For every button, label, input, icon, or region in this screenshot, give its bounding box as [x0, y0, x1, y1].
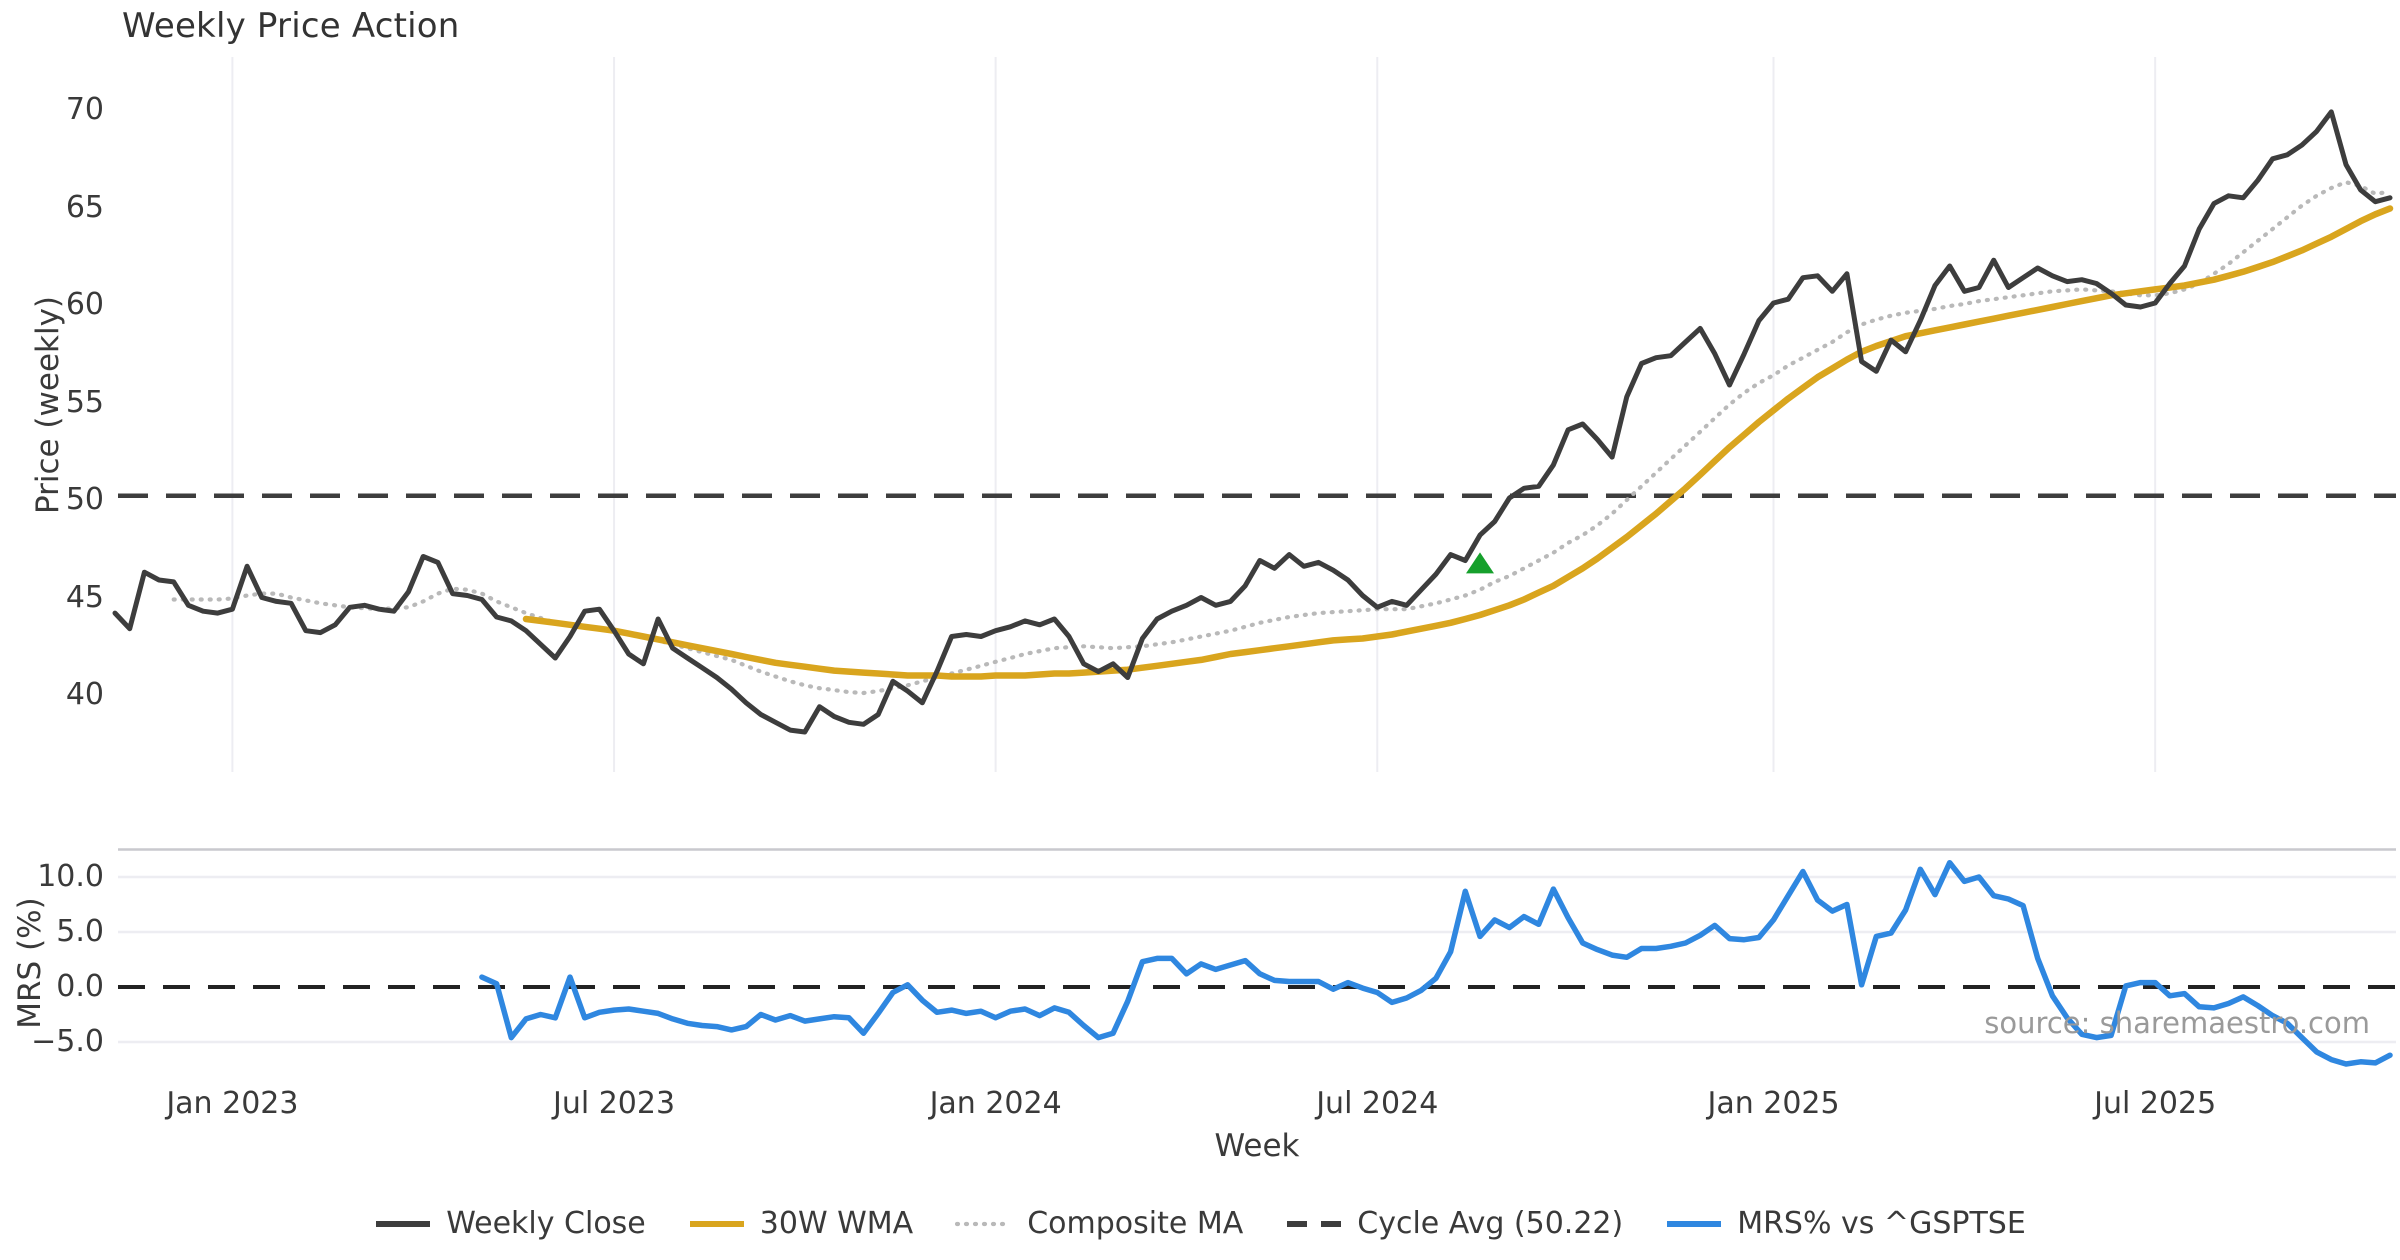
x-tick-label: Jul 2023: [552, 1086, 676, 1121]
x-tick-label: Jan 2024: [929, 1086, 1062, 1121]
legend-item-label: 30W WMA: [759, 1206, 914, 1241]
chart-title: Weekly Price Action: [122, 6, 460, 46]
legend-item: Composite MA: [955, 1206, 1243, 1241]
legend-line-swatch-icon: [689, 1220, 744, 1227]
mrs-axis-label: MRS (%): [12, 897, 48, 1029]
wma30-line: [522, 205, 2394, 680]
x-tick-label: Jan 2023: [166, 1086, 299, 1121]
x-tick-label: Jul 2024: [1316, 1086, 1439, 1121]
mrs-tick-label: −5.0: [31, 1024, 104, 1059]
legend-item-label: MRS% vs ^GSPTSE: [1737, 1206, 2026, 1241]
x-tick-label: Jan 2025: [1707, 1086, 1840, 1121]
price-tick-label: 55: [65, 384, 104, 420]
legend-item: 30W WMA: [688, 1206, 913, 1241]
legend: Weekly Close 30W WMA Composite MA Cycle Avg…: [0, 1206, 2400, 1241]
legend-item-label: Cycle Avg (50.22): [1357, 1206, 1624, 1241]
x-axis-label: Week: [1214, 1128, 1300, 1164]
buy-signal-marker-icon: [1466, 552, 1494, 574]
mrs-line: [479, 859, 2393, 1067]
legend-line-swatch-icon: [376, 1220, 431, 1227]
composite-ma-line: [171, 180, 2393, 696]
price-tick-label: 50: [65, 482, 104, 517]
mrs-tick-label: 0.0: [56, 969, 104, 1004]
price-tick-label: 70: [65, 92, 104, 127]
price-axis-label: Price (weekly): [30, 295, 66, 515]
source-note: source: sharemaestro.com: [1984, 1006, 2370, 1040]
x-tick-label: Jul 2025: [2094, 1086, 2217, 1121]
legend-line-swatch-icon: [1667, 1220, 1722, 1227]
price-tick-label: 60: [65, 287, 104, 322]
legend-item: Cycle Avg (50.22): [1285, 1206, 1623, 1241]
legend-line-swatch-icon: [1287, 1220, 1342, 1227]
mrs-tick-label: 10.0: [37, 859, 104, 894]
legend-item-label: Composite MA: [1027, 1206, 1244, 1241]
price-tick-label: 65: [65, 189, 104, 225]
legend-item-label: Weekly Close: [446, 1206, 646, 1241]
legend-item: MRS% vs ^GSPTSE: [1665, 1206, 2026, 1241]
legend-item: Weekly Close: [374, 1206, 646, 1241]
price-tick-label: 45: [65, 579, 104, 615]
price-tick-label: 40: [65, 677, 104, 712]
weekly-close-line: [112, 109, 2393, 735]
legend-line-swatch-icon: [955, 1221, 1014, 1226]
mrs-tick-label: 5.0: [56, 914, 104, 949]
